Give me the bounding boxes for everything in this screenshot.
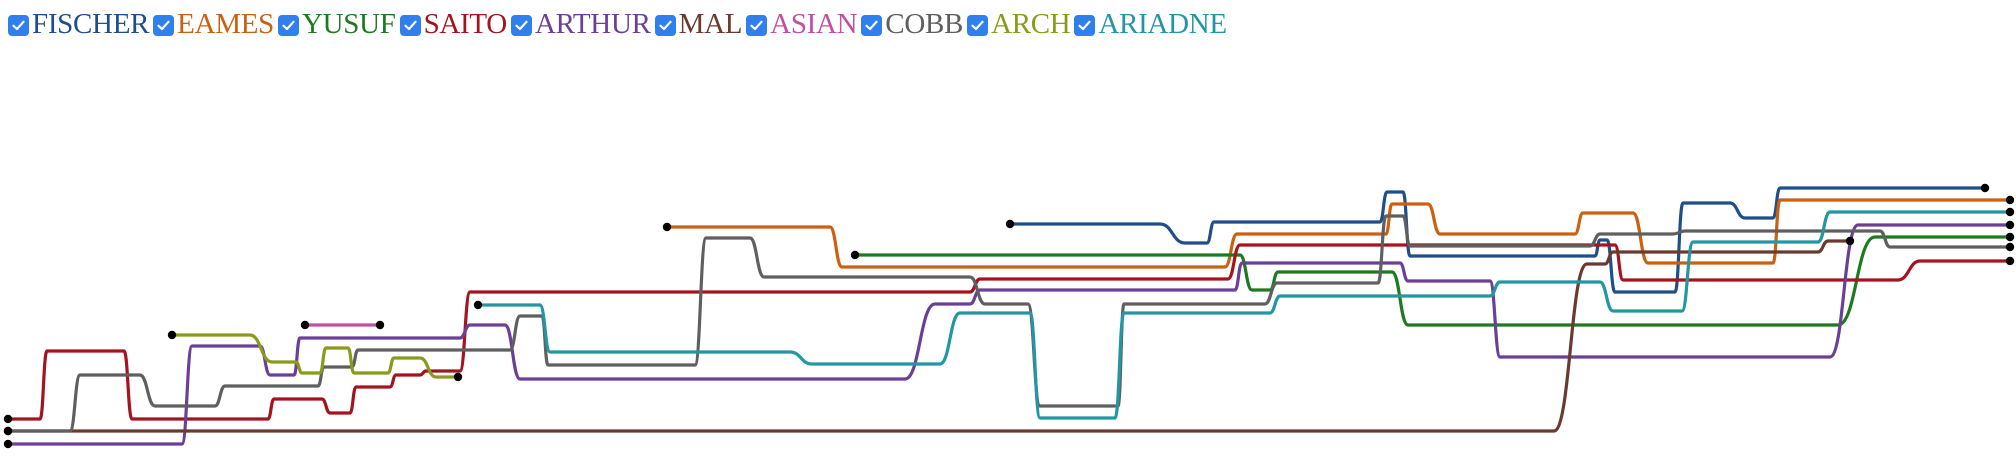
series-end-point-yusuf (2005, 232, 2015, 242)
legend-label: SAITO (423, 8, 508, 40)
series-line-arthur (6, 223, 2012, 446)
series-end-point-fischer (1980, 183, 1990, 193)
legend-item-saito[interactable]: SAITO (399, 8, 508, 40)
series-end-point-ariadne (2005, 207, 2015, 217)
legend-label: ARCH (991, 8, 1071, 40)
checkbox-checked-icon[interactable] (654, 14, 676, 36)
legend-label: COBB (885, 8, 964, 40)
series-line-ariadne (476, 210, 2012, 420)
checkbox-checked-icon[interactable] (861, 14, 883, 36)
series-start-point-yusuf (850, 250, 860, 260)
series-line-saito (6, 243, 2012, 421)
legend-label: ARTHUR (534, 8, 651, 40)
series-line-mal (6, 239, 1852, 433)
series-end-point-saito (2005, 256, 2015, 266)
legend-item-mal[interactable]: MAL (654, 8, 743, 40)
legend-item-eames[interactable]: EAMES (153, 8, 274, 40)
legend-item-cobb[interactable]: COBB (861, 8, 963, 40)
series-end-point-asian (375, 320, 385, 330)
legend-label: EAMES (177, 8, 274, 40)
series-start-point-saito (3, 414, 13, 424)
legend-item-arch[interactable]: ARCH (967, 8, 1071, 40)
checkbox-checked-icon[interactable] (277, 14, 299, 36)
series-line-eames (665, 198, 2012, 269)
legend-label: YUSUF (301, 8, 396, 40)
checkbox-checked-icon[interactable] (967, 14, 989, 36)
legend-item-arthur[interactable]: ARTHUR (510, 8, 651, 40)
legend-label: ASIAN (770, 8, 858, 40)
series-start-point-cobb (3, 426, 13, 436)
series-end-point-arthur (2005, 220, 2015, 230)
legend: FISCHER EAMES YUSUF SAITO ARTHUR MAL ASIAN COBB… (8, 4, 1231, 44)
legend-item-asian[interactable]: ASIAN (746, 8, 858, 40)
checkbox-checked-icon[interactable] (399, 14, 421, 36)
checkbox-checked-icon[interactable] (746, 14, 768, 36)
checkbox-checked-icon[interactable] (153, 14, 175, 36)
series-line-cobb (6, 214, 2012, 433)
series-start-point-arthur (3, 439, 13, 449)
series-line-yusuf (853, 235, 2012, 327)
legend-item-yusuf[interactable]: YUSUF (277, 8, 396, 40)
checkbox-checked-icon[interactable] (8, 14, 29, 36)
series-line-arch (170, 333, 460, 379)
legend-label: MAL (678, 8, 743, 40)
checkbox-checked-icon[interactable] (1074, 14, 1096, 36)
series-end-point-mal (1845, 236, 1855, 246)
series-start-point-asian (300, 320, 310, 330)
series-start-point-arch (167, 330, 177, 340)
series-start-point-eames (662, 222, 672, 232)
legend-item-ariadne[interactable]: ARIADNE (1074, 8, 1227, 40)
checkbox-checked-icon[interactable] (510, 14, 532, 36)
series-end-point-eames (2005, 195, 2015, 205)
series-start-point-fischer (1005, 219, 1015, 229)
series-start-point-ariadne (473, 300, 483, 310)
series-end-point-cobb (2005, 242, 2015, 252)
legend-label: ARIADNE (1098, 8, 1227, 40)
series-end-point-arch (453, 372, 463, 382)
legend-item-fischer[interactable]: FISCHER (8, 8, 149, 40)
legend-label: FISCHER (32, 8, 150, 40)
